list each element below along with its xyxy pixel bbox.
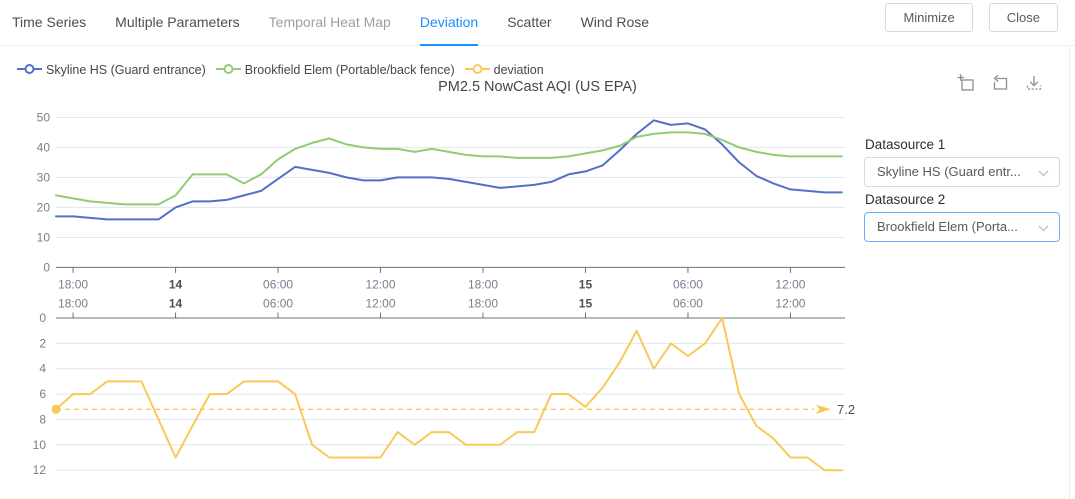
save-image-icon[interactable] <box>1024 73 1044 93</box>
close-button[interactable]: Close <box>988 3 1058 32</box>
tab-temporal-heat-map[interactable]: Temporal Heat Map <box>268 14 391 30</box>
legend-item-brookfield[interactable]: Brookfield Elem (Portable/back fence) <box>215 61 455 79</box>
chart-legend: Skyline HS (Guard entrance) Brookfield E… <box>17 61 544 79</box>
x-tick-label: 12:00 <box>775 278 805 292</box>
tab-bar: Time Series Multiple Parameters Temporal… <box>0 0 1075 46</box>
x-tick-label: 15 <box>579 278 593 292</box>
series-line-deviation <box>55 317 843 472</box>
x-tick-label: 06:00 <box>673 297 703 311</box>
y-tick-label: 0 <box>43 260 50 274</box>
y-tick-label: 4 <box>39 362 46 376</box>
markline-start-dot <box>51 404 61 414</box>
x-tick-label: 15 <box>579 297 593 311</box>
y-tick-label: 30 <box>37 170 51 184</box>
x-tick-label: 14 <box>169 297 183 311</box>
x-tick-label: 18:00 <box>468 297 498 311</box>
series-line-skyline <box>55 119 843 221</box>
markline-value-label: 7.2 <box>837 402 855 417</box>
datasource2-select[interactable]: Brookfield Elem (Porta... <box>864 212 1060 242</box>
tab-multiple-parameters[interactable]: Multiple Parameters <box>115 14 240 30</box>
y-tick-label: 2 <box>39 336 46 350</box>
panel-edge-divider <box>1069 47 1070 499</box>
x-tick-label: 06:00 <box>263 278 293 292</box>
minimize-button[interactable]: Minimize <box>885 3 973 32</box>
y-tick-label: 20 <box>37 200 51 214</box>
data-zoom-icon[interactable] <box>956 73 976 93</box>
line-circle-marker-icon <box>17 61 42 79</box>
x-tick-label: 12:00 <box>366 297 396 311</box>
markline-arrow-icon <box>816 404 831 414</box>
y-tick-label: 12 <box>33 463 47 477</box>
y-tick-label: 8 <box>39 412 46 426</box>
datasource2-label: Datasource 2 <box>865 192 946 207</box>
datasource1-value: Skyline HS (Guard entr... <box>877 164 1021 179</box>
legend-item-deviation[interactable]: deviation <box>464 61 544 79</box>
y-tick-label: 10 <box>33 438 47 452</box>
chevron-down-icon <box>1038 225 1049 232</box>
legend-label: Brookfield Elem (Portable/back fence) <box>244 63 455 77</box>
chart-title: PM2.5 NowCast AQI (US EPA) <box>438 79 637 95</box>
chevron-down-icon <box>1038 170 1049 177</box>
x-tick-label: 14 <box>169 278 183 292</box>
x-tick-label: 12:00 <box>775 297 805 311</box>
restore-icon[interactable] <box>990 73 1010 93</box>
tab-deviation[interactable]: Deviation <box>419 0 479 46</box>
datasource1-select[interactable]: Skyline HS (Guard entr... <box>864 157 1060 187</box>
datasource1-label: Datasource 1 <box>865 137 946 152</box>
window-controls: Minimize Close <box>885 3 1058 32</box>
y-tick-label: 50 <box>37 110 51 124</box>
y-tick-label: 0 <box>39 311 46 325</box>
legend-label: deviation <box>493 63 544 77</box>
legend-label: Skyline HS (Guard entrance) <box>46 63 206 77</box>
x-tick-label: 18:00 <box>58 278 88 292</box>
x-tick-label: 18:00 <box>468 278 498 292</box>
y-tick-label: 6 <box>39 387 46 401</box>
y-tick-label: 10 <box>37 230 51 244</box>
line-circle-marker-icon <box>215 61 241 79</box>
y-tick-label: 40 <box>37 140 51 154</box>
series-line-brookfield <box>55 131 843 206</box>
tab-wind-rose[interactable]: Wind Rose <box>580 14 650 30</box>
line-circle-marker-icon <box>464 61 490 79</box>
x-tick-label: 06:00 <box>673 278 703 292</box>
chart-toolbox <box>956 73 1044 93</box>
x-tick-label: 18:00 <box>58 297 88 311</box>
x-tick-label: 12:00 <box>366 278 396 292</box>
x-tick-label: 06:00 <box>263 297 293 311</box>
legend-item-skyline[interactable]: Skyline HS (Guard entrance) <box>17 61 206 79</box>
tab-time-series[interactable]: Time Series <box>12 14 87 30</box>
datasource2-value: Brookfield Elem (Porta... <box>877 219 1018 234</box>
tab-scatter[interactable]: Scatter <box>507 14 552 30</box>
tabs: Time Series Multiple Parameters Temporal… <box>12 0 678 46</box>
